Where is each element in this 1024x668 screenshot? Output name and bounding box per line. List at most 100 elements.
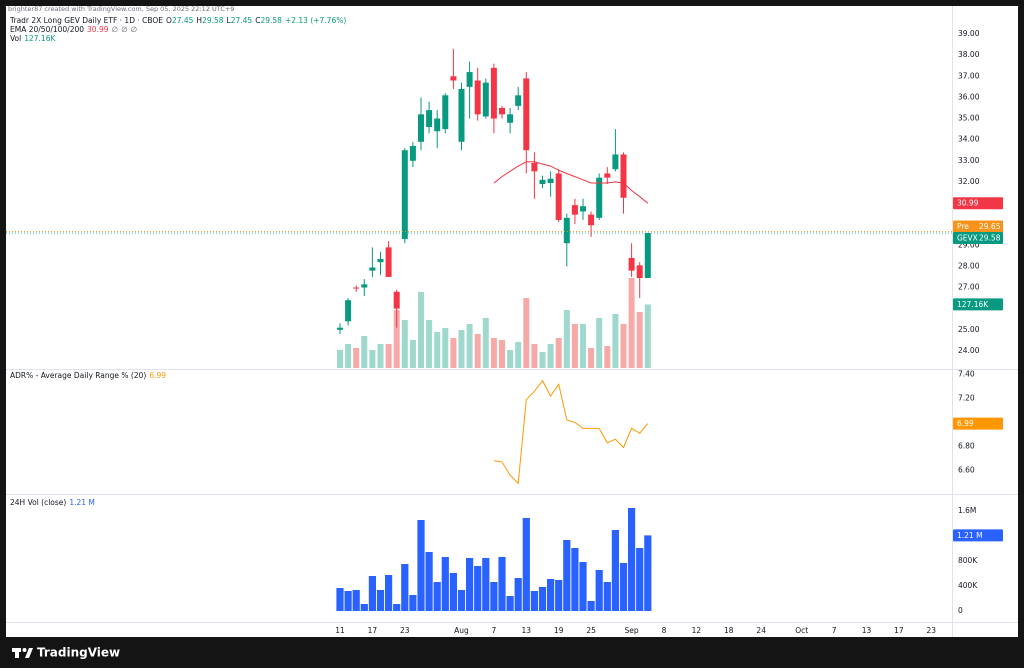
volume-bar [620, 324, 627, 368]
volume-24h-bar [360, 604, 368, 611]
volume-24h-bar [457, 590, 466, 611]
volume-24h-bar [425, 552, 433, 611]
x-tick-label: Oct [795, 626, 808, 635]
y-tick-label: 7.40 [958, 370, 975, 379]
legend-item: Vol [10, 34, 21, 43]
legend: EMA 20/50/100/200 30.99 ∅ ∅ ∅ [10, 25, 137, 34]
y-tick-label: 7.20 [958, 394, 975, 403]
candle-body [458, 88, 465, 142]
volume-24h-bar [611, 530, 619, 611]
y-tick-label: 6.60 [958, 465, 975, 474]
candle-body [507, 114, 514, 123]
volume-24h-bar [619, 563, 628, 611]
x-tick-label: 17 [368, 626, 378, 635]
volume-bar [345, 344, 352, 368]
candle-body [539, 179, 546, 185]
x-tick-label: 23 [927, 626, 937, 635]
x-tick-label: Aug [454, 626, 469, 635]
ema-badge: 30.99 [953, 197, 1003, 210]
candle-body [393, 291, 400, 309]
volume-24h-bar [466, 558, 474, 611]
volume-bar [361, 336, 368, 368]
logo-shape [25, 648, 33, 658]
volume-24h-bar [401, 564, 409, 611]
candle-body [596, 177, 603, 218]
x-tick-label: 7 [832, 626, 837, 635]
candle-body [571, 205, 578, 215]
badge-text: Pre [957, 222, 969, 231]
volume-24h-bar [530, 591, 538, 611]
x-tick-label: 18 [724, 626, 734, 635]
volume-bar [377, 344, 384, 368]
badge-text: 1.21 M [957, 531, 983, 540]
y-tick-label: 34.00 [958, 135, 980, 144]
y-tick-label: 0 [958, 606, 963, 615]
volume-bar [401, 320, 408, 368]
candle-body [604, 173, 611, 178]
candle-body [523, 78, 530, 151]
volume-bar [596, 318, 603, 368]
y-tick-label: 800K [958, 556, 978, 565]
legend-item: ∅ [112, 25, 119, 34]
y-tick-label: 32.00 [958, 177, 980, 186]
volume-24h-bar [538, 587, 547, 611]
x-tick-label: 7 [492, 626, 497, 635]
legend-item: 6.99 [149, 371, 166, 380]
candle-body [628, 257, 635, 271]
badge-text: 127.16K [957, 300, 989, 309]
y-tick-label: 38.00 [958, 50, 980, 59]
volume-bar [555, 338, 562, 368]
volume-bar [474, 334, 481, 368]
y-tick-label: 1.6M [958, 506, 976, 515]
volume-24h-bar [644, 535, 652, 611]
volume-bar [353, 348, 360, 368]
logo-shape [22, 648, 27, 652]
y-tick-label: 400K [958, 581, 978, 590]
x-tick-label: Sep [625, 626, 639, 635]
candle-body [588, 214, 595, 226]
legend: Vol 127.16K [10, 34, 56, 43]
x-tick-label: 12 [692, 626, 702, 635]
x-tick-label: 17 [894, 626, 904, 635]
volume-24h-bar [587, 601, 595, 611]
legend-item: +2.13 (+7.76%) [285, 16, 346, 25]
legend-item: 127.16K [24, 34, 56, 43]
legend-item: 29.58 [260, 16, 282, 25]
volume-bar [409, 340, 416, 368]
candle-body [644, 233, 651, 279]
volume-bar [337, 350, 343, 368]
volume-bar [418, 292, 424, 368]
x-tick-label: 13 [862, 626, 872, 635]
volume-bar [458, 330, 465, 368]
x-tick-label: 8 [662, 626, 667, 635]
volume-24h-bar [474, 566, 482, 611]
candle-body [450, 76, 457, 81]
volume-24h-bar [498, 557, 506, 611]
legend: Tradr 2X Long GEV Daily ETF · 1D · CBOE O… [9, 16, 346, 25]
volume-bar [547, 344, 554, 368]
volume-bar [450, 338, 457, 368]
candle-body [474, 80, 481, 115]
x-tick-label: 11 [335, 626, 345, 635]
candle-body [490, 67, 497, 119]
badge-text: GEVX [957, 234, 978, 243]
chart-area [6, 6, 1018, 637]
legend-item: 1.21 M [69, 498, 95, 507]
volume-bar [442, 328, 449, 368]
y-tick-label: 27.00 [958, 283, 980, 292]
badge-bg [953, 197, 1003, 210]
volume-bar [466, 324, 473, 368]
logo-shape [15, 648, 19, 658]
volume-bar [490, 338, 497, 368]
volume-bar [644, 304, 651, 368]
legend-item: EMA 20/50/100/200 [10, 25, 84, 34]
volume-24h-bar [409, 595, 417, 611]
volume-24h-badge: 1.21 M [953, 529, 1003, 542]
ema-line [493, 161, 649, 204]
volume-bar [588, 348, 595, 368]
legend-item: 27.45 [231, 16, 253, 25]
volume-24h-bar [603, 582, 611, 611]
candle-body [369, 267, 376, 271]
candle-body [337, 327, 343, 330]
